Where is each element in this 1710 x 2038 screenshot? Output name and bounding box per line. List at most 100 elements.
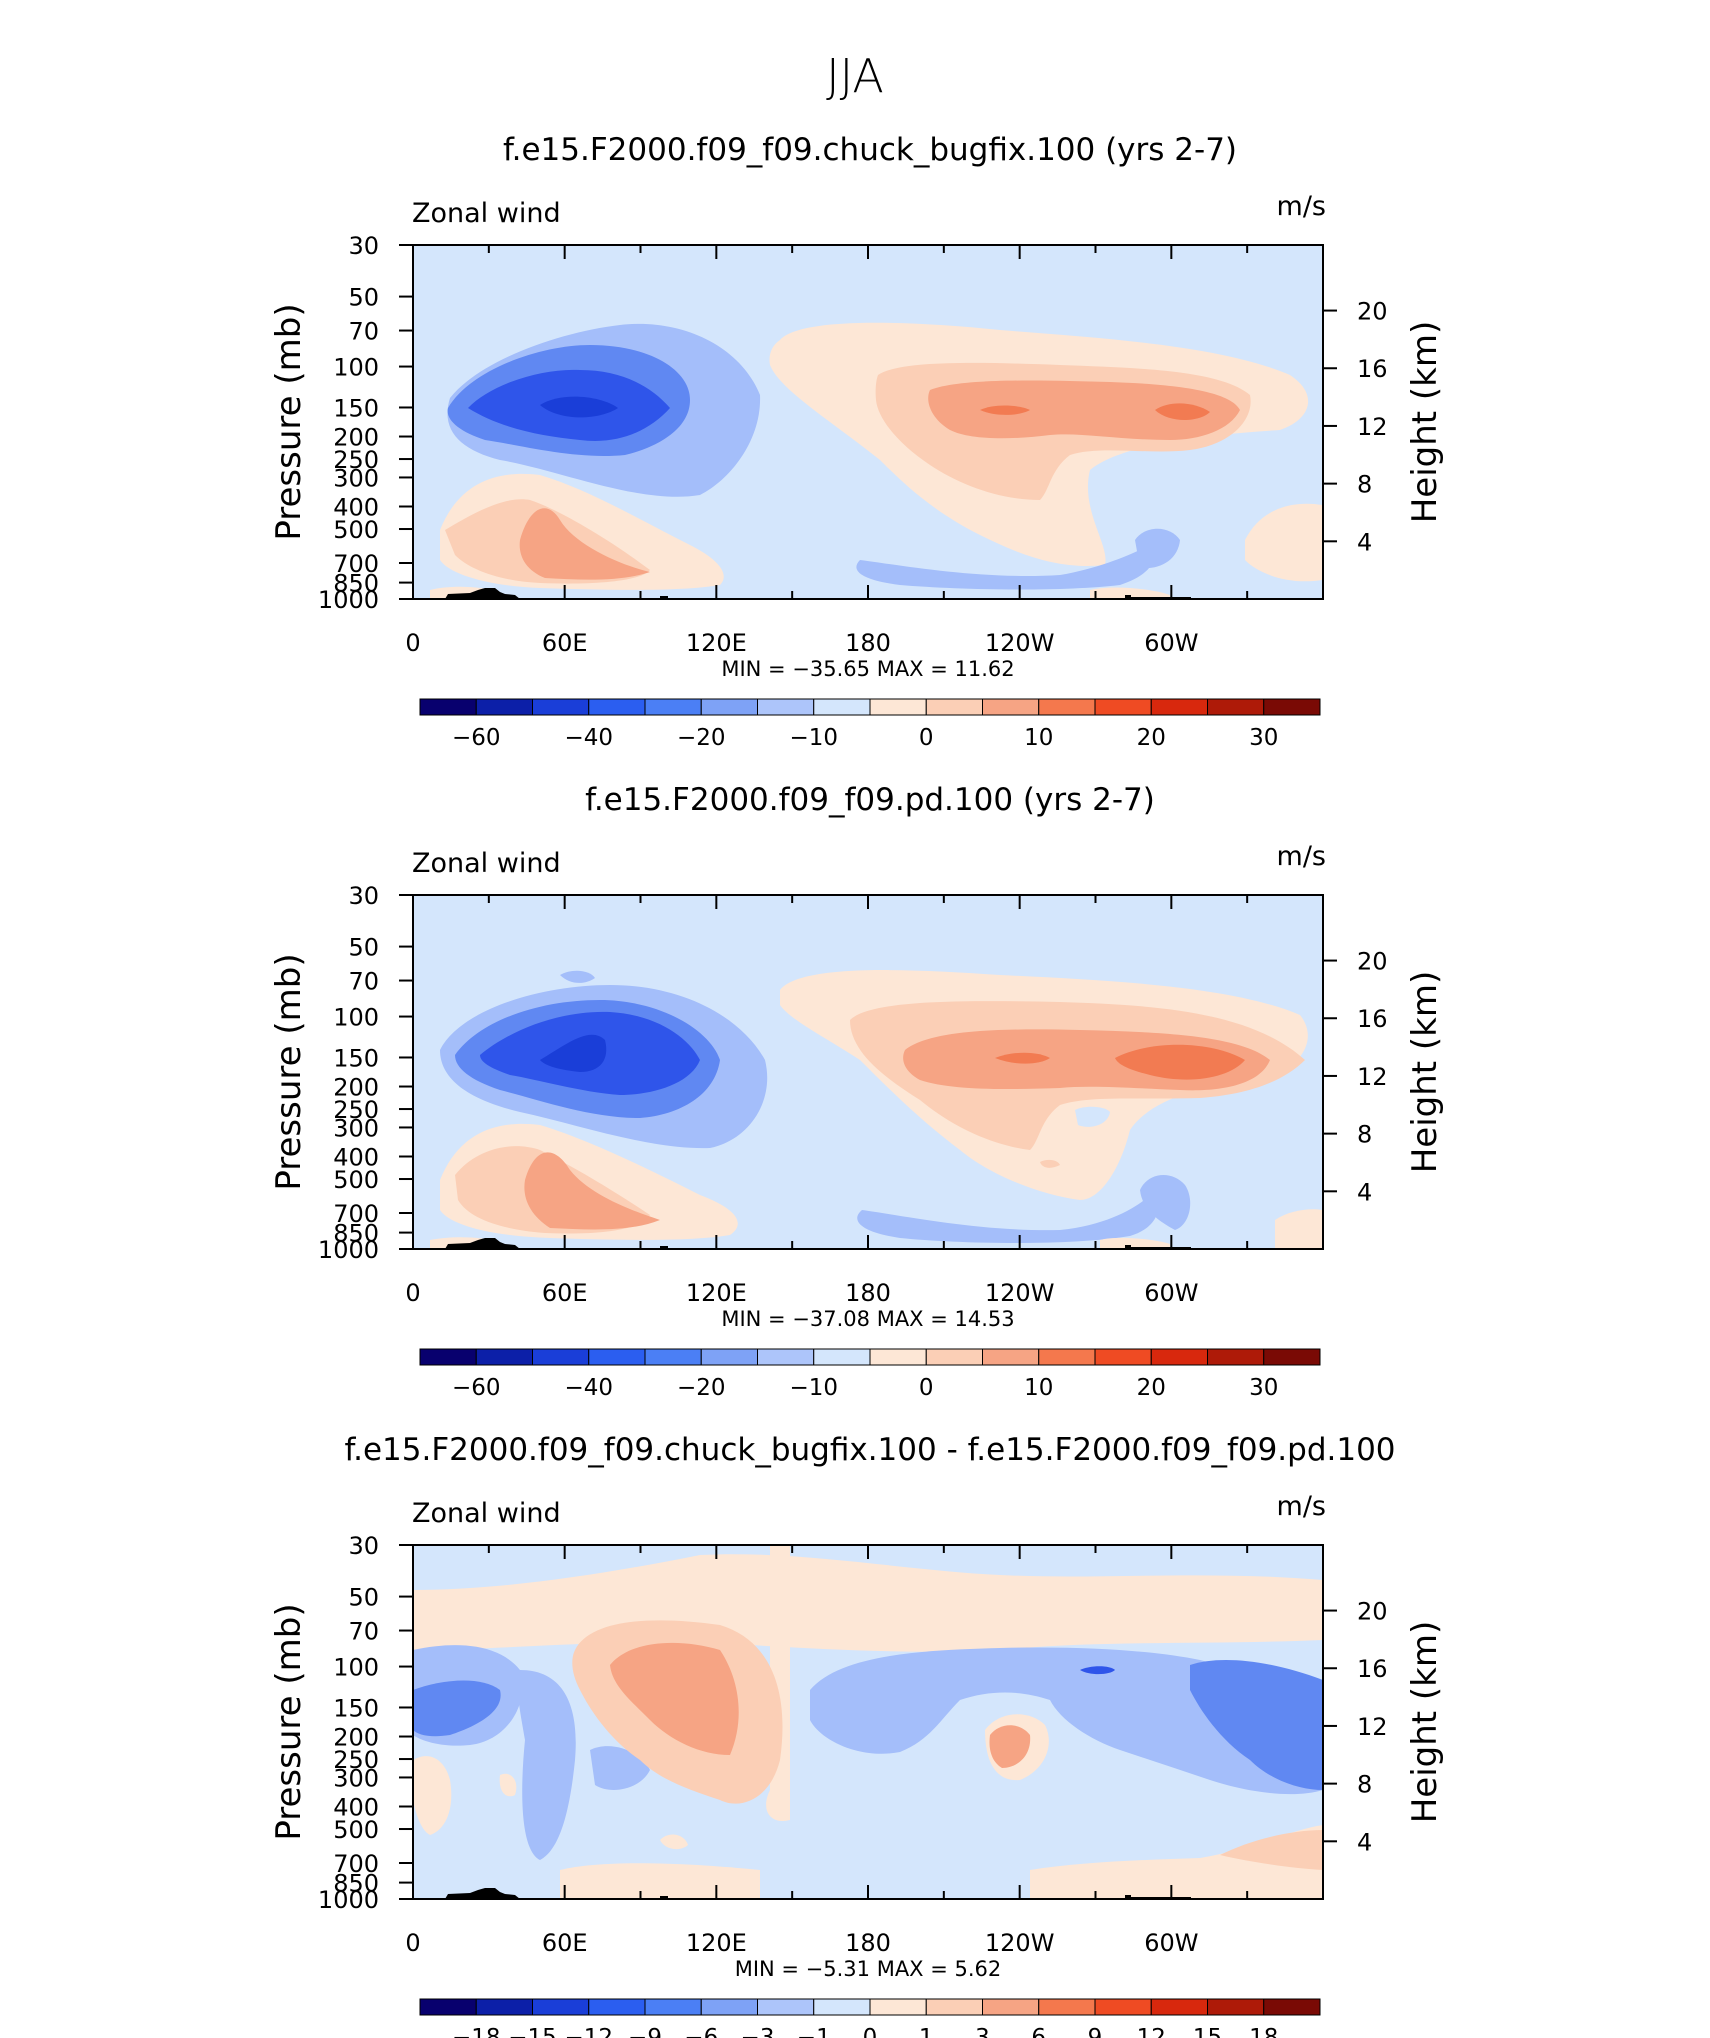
panel-2-colorbar-box [1094,1348,1152,1366]
panel-1-x-tick-label: 0 [405,629,420,657]
panel-1-y-tick-label: 500 [333,516,379,544]
panel-2-y-tick-label: 500 [333,1166,379,1194]
panel-3-y-tick-label: 70 [348,1618,379,1646]
panel-3-colorbar-label: −12 [564,2025,613,2038]
panel-1-y2-tick-label: 8 [1357,471,1372,499]
panel-2-field [412,894,1324,1250]
panel-3-colorbar-label: 12 [1137,2025,1166,2038]
panel-1-y-tick-label: 100 [333,354,379,382]
panel-2-y2-tick-label: 16 [1357,1005,1388,1033]
panel-3-x-tick-label: 180 [845,1929,891,1957]
panel-2-colorbar-label: 0 [919,1375,934,1401]
panel-3-left-label: Zonal wind [412,1498,561,1529]
panel-3-colorbar-label: 18 [1249,2025,1278,2038]
panel-1-y2-axis: 20 16 12 8 4 [1323,298,1388,556]
panel-1-colorbar: −60 −40 −20 −10 0 10 20 30 [419,698,1321,751]
panel-2-colorbar-label: 10 [1024,1375,1053,1401]
panel-3-y2-tick-label: 20 [1357,1598,1388,1626]
panel-3-y2-axis: 20 16 12 8 4 [1323,1598,1388,1856]
panel-1-colorbar-box [1094,698,1152,716]
panel-2-y-tick-label: 850 [333,1220,379,1248]
panel-2-y-tick-label: 50 [348,934,379,962]
panel-3-minmax: MIN = −5.31 MAX = 5.62 [735,1957,1002,1981]
panel-2-colorbar-box [813,1348,871,1366]
panel-3-colorbar-label: −3 [741,2025,775,2038]
panel-1-left-label: Zonal wind [412,198,561,229]
panel-1-y-tick-label: 30 [348,232,379,260]
panel-1-colorbar-label: −60 [452,725,501,751]
panel-1-colorbar-box [644,698,702,716]
panel-3-colorbar-box [1038,1998,1096,2016]
panel-2-colorbar-box [925,1348,983,1366]
panel-1-colorbar-box [419,698,477,716]
panel-3-y-tick-label: 30 [348,1532,379,1560]
panel-3-y-tick-label: 500 [333,1816,379,1844]
panel-3-y-tick-label: 700 [333,1850,379,1878]
panel-2-y-tick-label: 100 [333,1004,379,1032]
panel-1-y-tick-label: 1000 [318,586,379,614]
panel-3-colorbar-box [925,1998,983,2016]
panel-1-x-tick-label: 120W [985,629,1055,657]
panel-1-colorbar-box [1038,698,1096,716]
panel-1-colorbar-label: 10 [1024,725,1053,751]
panel-2-colorbar-label: −60 [452,1375,501,1401]
panel-1-colorbar-box [532,698,590,716]
panel-1-x-tick-label: 180 [845,629,891,657]
panel-2-y2-axis: 20 16 12 8 4 [1323,948,1388,1206]
panel-3-colorbar-label: 3 [975,2025,990,2038]
panel-1-x-tick-label: 60W [1144,629,1198,657]
panel-2-colorbar-label: −10 [789,1375,838,1401]
panel-3-colorbar-box [757,1998,815,2016]
panel-3-colorbar-box [1207,1998,1265,2016]
panel-1-x-axis: 0 60E 120E 180 120W 60W [405,245,1249,657]
panel-3: f.e15.F2000.f09_f09.chuck_bugfix.100 - f… [269,1432,1445,2038]
panel-2-y2-tick-label: 8 [1357,1121,1372,1149]
panel-2-colorbar-box [419,1348,477,1366]
panel-3-colorbar-box [982,1998,1040,2016]
panel-3-colorbar-box [475,1998,533,2016]
panel-3-y-tick-label: 150 [333,1694,379,1722]
panel-3-colorbar: −18 −15 −12 −9 −6 −3 −1 0 1 3 6 9 12 15 18 [419,1998,1321,2038]
panel-3-colorbar-label: −9 [628,2025,662,2038]
panel-3-y2-tick-label: 4 [1357,1828,1372,1856]
panel-3-colorbar-label: −6 [684,2025,718,2038]
panel-3-colorbar-box [644,1998,702,2016]
panel-3-x-axis: 0 60E 120E 180 120W 60W [405,1545,1249,1957]
panel-2-colorbar-box [644,1348,702,1366]
panel-1-field [412,244,1324,600]
panel-1-colorbar-box [1263,698,1321,716]
panel-2-colorbar-label: 30 [1249,1375,1278,1401]
panel-1-colorbar-label: −40 [564,725,613,751]
panel-3-x-tick-label: 120E [686,1929,747,1957]
panel-2-colorbar-box [757,1348,815,1366]
panel-2-colorbar-box [700,1348,758,1366]
panel-2-colorbar-label: 20 [1137,1375,1166,1401]
panel-2-colorbar-box [475,1348,533,1366]
panel-3-y-tick-label: 250 [333,1746,379,1774]
panel-2-colorbar-box [1263,1348,1321,1366]
panel-3-y-tick-label: 100 [333,1654,379,1682]
panel-1-colorbar-box [1150,698,1208,716]
panel-1-ylabel: Pressure (mb) [269,303,309,540]
panel-1-y-tick-label: 700 [333,550,379,578]
panel-3-colorbar-label: −1 [797,2025,831,2038]
panel-2-y-tick-label: 70 [348,968,379,996]
panel-3-ylabel: Pressure (mb) [269,1603,309,1840]
panel-1-y-tick-label: 200 [333,424,379,452]
panel-1-x-tick-label: 120E [686,629,747,657]
panel-3-y-tick-label: 1000 [318,1886,379,1914]
panel-3-x-tick-label: 0 [405,1929,420,1957]
panel-1-y-tick-label: 50 [348,284,379,312]
panel-1-colorbar-box [700,698,758,716]
panel-3-y-tick-label: 50 [348,1584,379,1612]
panel-2-y2-tick-label: 12 [1357,1063,1388,1091]
panel-3-y-tick-label: 850 [333,1870,379,1898]
panel-3-colorbar-box [1094,1998,1152,2016]
panel-2: f.e15.F2000.f09_f09.pd.100 (yrs 2-7) Zon… [269,782,1445,1401]
panel-3-y2-tick-label: 16 [1357,1655,1388,1683]
panel-2-colorbar-box [982,1348,1040,1366]
panel-2-colorbar-box [1207,1348,1265,1366]
panel-3-colorbar-box [1263,1998,1321,2016]
panel-1-colorbar-box [588,698,646,716]
